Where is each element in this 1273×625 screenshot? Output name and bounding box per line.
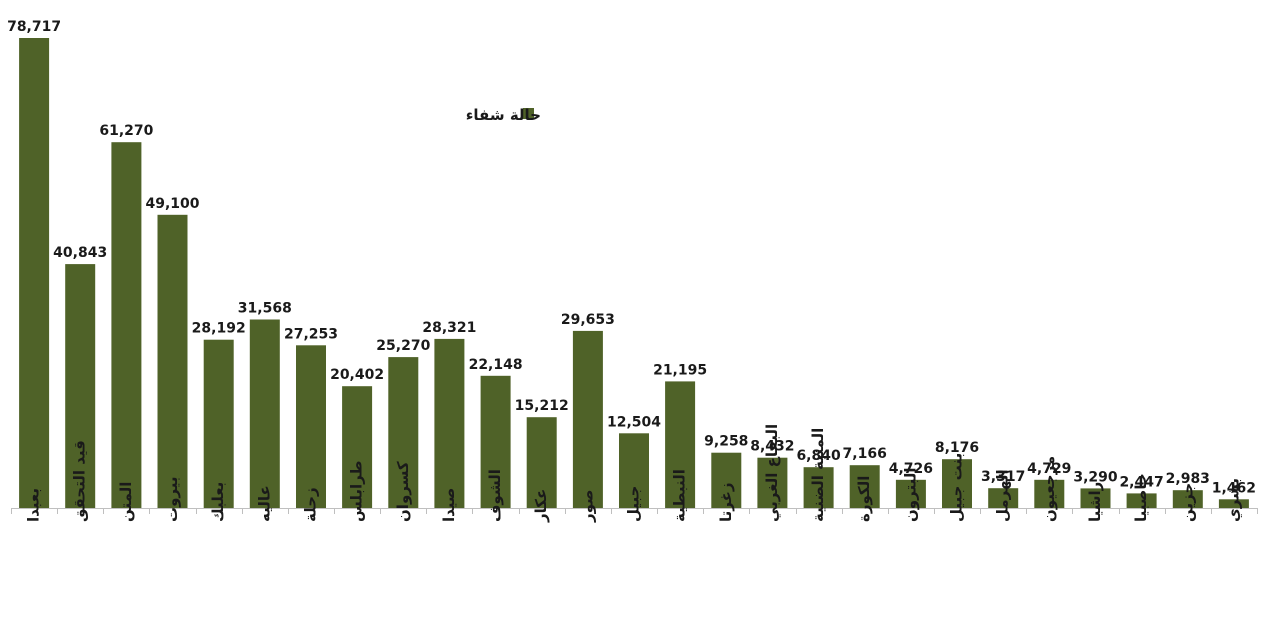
- category-label-3: المتن: [117, 482, 135, 522]
- bar-16: [711, 452, 742, 508]
- data-label-23: 4,729: [1027, 461, 1071, 477]
- data-label-21: 8,176: [935, 440, 979, 456]
- bar-12: [526, 417, 557, 508]
- bar-17: [757, 457, 788, 508]
- legend: حالة شفاء: [466, 106, 541, 124]
- data-label-27: 1,462: [1212, 480, 1256, 496]
- bar-4: [157, 214, 188, 509]
- category-label-20: البترون: [901, 468, 919, 522]
- category-label-7: زحلة: [302, 487, 320, 522]
- bar-2: [65, 264, 96, 508]
- data-label-26: 2,983: [1166, 471, 1210, 487]
- category-label-26: جزين: [1178, 483, 1196, 522]
- bar-20: [895, 479, 926, 508]
- category-label-14: جبيل: [625, 486, 643, 522]
- category-labels-group: بعبدا قيد التحقق المتن بيروت بعلبك عاليه زحلة ط…: [25, 424, 1244, 523]
- category-label-16: زغرتا: [717, 483, 735, 522]
- bar-21: [942, 459, 972, 508]
- bar-8: [342, 386, 373, 508]
- data-label-6: 31,568: [238, 301, 292, 317]
- category-label-8: طرابلس: [348, 460, 366, 522]
- data-label-14: 12,504: [607, 414, 661, 430]
- legend-label: حالة شفاء: [466, 106, 541, 124]
- bar-3: [111, 142, 142, 508]
- category-label-15: النبطية: [671, 469, 689, 522]
- data-label-7: 27,253: [284, 326, 338, 342]
- bar-14: [619, 433, 649, 508]
- bars-group: [19, 38, 1249, 509]
- data-label-11: 22,148: [469, 357, 523, 373]
- data-label-25: 2,447: [1119, 474, 1163, 490]
- category-label-19: الكورة: [855, 476, 873, 522]
- bar-6: [249, 319, 280, 508]
- data-label-15: 21,195: [653, 362, 707, 378]
- bar-19: [849, 465, 880, 508]
- data-label-12: 15,212: [515, 398, 569, 414]
- bar-27: [1218, 499, 1249, 508]
- bar-1: [19, 38, 50, 508]
- bar-9: [388, 357, 419, 508]
- category-label-13: صور: [578, 489, 596, 523]
- data-label-8: 20,402: [330, 367, 384, 383]
- data-label-2: 40,843: [53, 245, 107, 261]
- category-label-25: حاصبيا: [1132, 473, 1150, 522]
- data-label-22: 3,317: [981, 469, 1025, 485]
- data-label-17: 8,432: [750, 439, 794, 455]
- data-label-5: 28,192: [192, 321, 246, 337]
- data-label-16: 9,258: [704, 434, 748, 450]
- category-label-17: البقاع الغربي: [763, 424, 781, 522]
- category-label-18: المنية الضنية: [809, 428, 827, 522]
- bar-26: [1172, 490, 1203, 508]
- data-label-20: 4,726: [889, 461, 933, 477]
- data-label-4: 49,100: [145, 196, 199, 212]
- data-label-3: 61,270: [99, 123, 153, 139]
- category-label-1: بعبدا: [25, 488, 43, 522]
- bar-10: [434, 338, 465, 508]
- category-label-21: بنت جبيل: [948, 453, 966, 522]
- bar-22: [988, 488, 1019, 508]
- data-label-10: 28,321: [422, 320, 476, 336]
- category-label-9: كسروان: [394, 461, 412, 522]
- bar-18: [803, 467, 834, 508]
- data-label-19: 7,166: [843, 446, 887, 462]
- category-label-4: بيروت: [163, 477, 181, 522]
- category-label-5: بعلبك: [209, 482, 227, 522]
- data-label-9: 25,270: [376, 338, 430, 354]
- category-label-2: قيد التحقق: [71, 440, 89, 522]
- bar-24: [1080, 488, 1111, 508]
- category-label-27: بشري: [1224, 478, 1243, 522]
- bar-11: [480, 375, 511, 508]
- data-labels-group: 78,717 40,843 61,270 49,100 28,192 31,568 27,2…: [7, 19, 1256, 496]
- category-label-23: مرجعيون: [1040, 456, 1058, 522]
- bar-15: [665, 381, 696, 508]
- data-label-1: 78,717: [7, 19, 61, 35]
- category-label-10: صيدا: [440, 488, 458, 522]
- bar-13: [572, 330, 603, 508]
- bar-7: [296, 345, 326, 508]
- category-label-12: عكار: [532, 489, 550, 523]
- data-label-13: 29,653: [561, 312, 615, 328]
- bar-5: [203, 339, 234, 508]
- category-label-11: الشوف: [486, 469, 504, 522]
- data-label-24: 3,290: [1073, 469, 1118, 485]
- category-label-6: عاليه: [255, 485, 273, 522]
- category-label-22: الهرمل: [994, 469, 1012, 522]
- bar-23: [1034, 479, 1065, 508]
- data-label-18: 6,840: [796, 448, 841, 464]
- category-label-24: راشيا: [1086, 482, 1104, 522]
- bar-25: [1126, 493, 1157, 508]
- legend-swatch: [523, 108, 534, 119]
